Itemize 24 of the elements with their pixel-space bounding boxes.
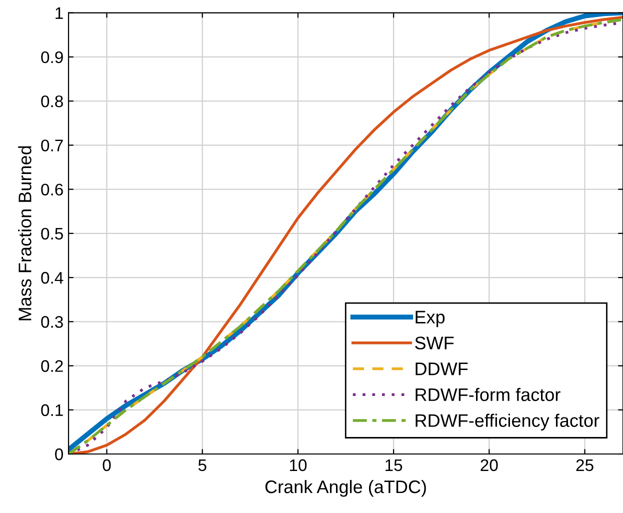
y-tick-label: 0.1 bbox=[41, 404, 63, 416]
x-tick-label: 0 bbox=[102, 459, 111, 472]
y-tick-label: 0 bbox=[55, 448, 64, 460]
y-tick-label: 0.8 bbox=[41, 95, 63, 108]
y-tick-label: 0.4 bbox=[41, 272, 64, 284]
x-tick-label: 10 bbox=[290, 459, 307, 472]
y-tick-label: 1 bbox=[56, 7, 63, 19]
y-axis-title: Mass Fraction Burned bbox=[18, 146, 32, 320]
legend-label: DDWF bbox=[416, 362, 468, 376]
legend-label: Exp bbox=[416, 310, 445, 328]
legend-label: RDWF-form factor bbox=[416, 388, 560, 402]
x-tick-label: 5 bbox=[198, 459, 206, 472]
x-tick-label: 25 bbox=[576, 459, 594, 472]
y-tick-label: 0.3 bbox=[41, 316, 63, 328]
legend-label: RDWF-efficiency factor bbox=[416, 414, 600, 431]
x-tick-label: 15 bbox=[386, 459, 402, 472]
y-tick-label: 0.2 bbox=[41, 360, 63, 372]
x-axis-title: Crank Angle (aTDC) bbox=[265, 480, 426, 497]
y-tick-label: 0.9 bbox=[41, 51, 63, 64]
y-tick-label: 0.5 bbox=[41, 228, 63, 240]
x-tick-label: 20 bbox=[480, 459, 498, 472]
y-tick-label: 0.6 bbox=[41, 184, 63, 196]
legend-label: SWF bbox=[415, 336, 454, 350]
y-tick-label: 0.7 bbox=[41, 140, 63, 152]
